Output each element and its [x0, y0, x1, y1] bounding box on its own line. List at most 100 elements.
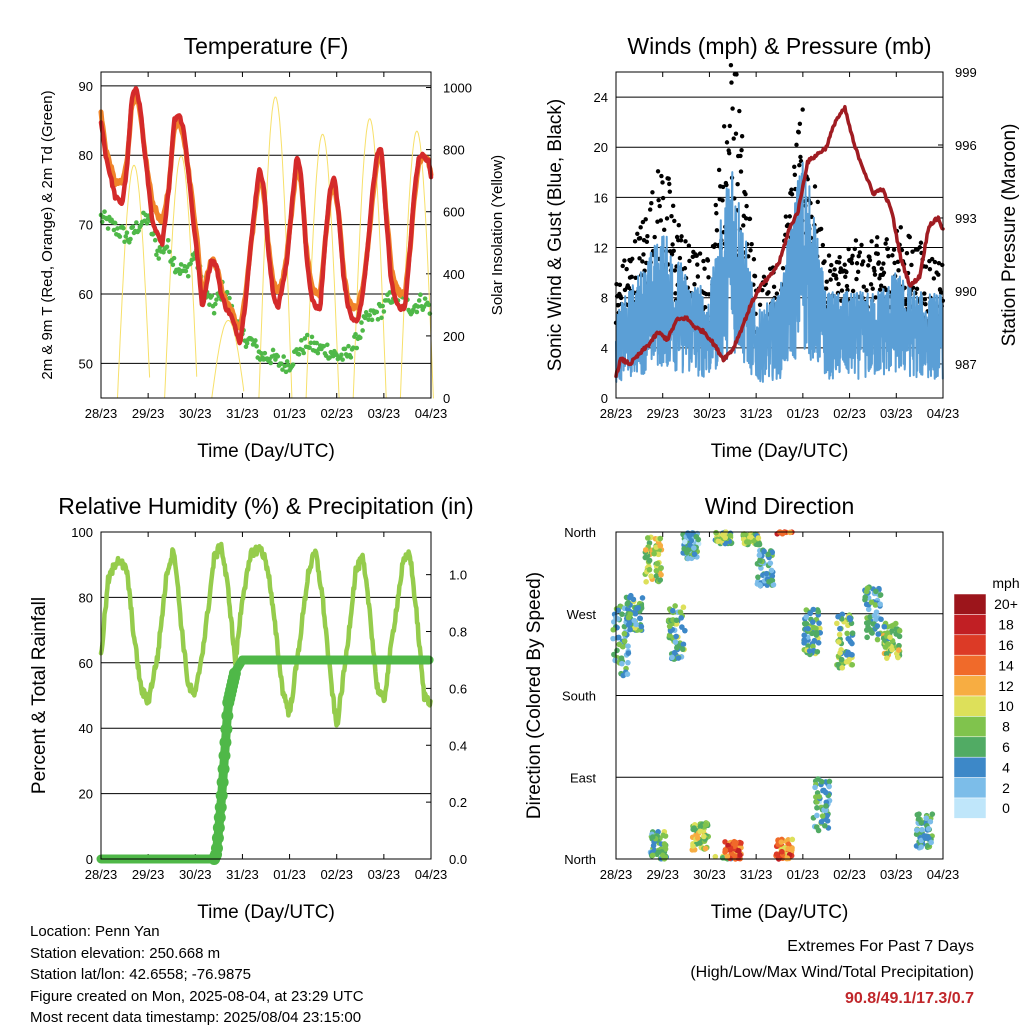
winds-pressure-panel: Winds (mph) & Pressure (mb) Time (Day/UTC…: [545, 33, 1020, 462]
dewpoint-point: [315, 350, 321, 356]
x-tick-label: 04/23: [415, 867, 448, 882]
wind-direction-point: [835, 613, 841, 620]
dewpoint-point: [253, 338, 258, 343]
gust-point: [724, 182, 729, 188]
gust-point: [650, 190, 655, 195]
wind-direction-point: [785, 845, 791, 852]
gust-point: [695, 274, 701, 279]
wind-direction-point: [919, 826, 925, 833]
y-tick-label: 16: [594, 190, 608, 205]
gust-point: [907, 234, 912, 240]
gust-point: [881, 261, 886, 266]
gust-point: [697, 251, 703, 256]
dewpoint-point: [340, 357, 345, 362]
gust-point: [857, 250, 863, 255]
temperature-2m-line: [98, 86, 434, 346]
x-tick-label: 01/23: [787, 867, 820, 882]
dewpoint-point: [270, 347, 276, 353]
gust-point: [774, 291, 780, 296]
wind-direction-point: [627, 611, 634, 617]
gust-point: [729, 80, 734, 85]
gust-point: [937, 287, 943, 292]
wind-direction-point: [649, 834, 656, 840]
wind-direction-point: [821, 787, 827, 794]
dewpoint-point: [156, 256, 162, 261]
dewpoint-point: [143, 212, 149, 218]
gust-point: [679, 234, 684, 239]
wind-direction-point: [895, 654, 901, 661]
gust-point: [721, 124, 727, 129]
y-tick-label: 80: [79, 148, 93, 163]
gust-point: [853, 238, 859, 243]
x-tick-label: 29/23: [132, 867, 165, 882]
gust-point: [702, 305, 708, 310]
wind-direction-point: [785, 837, 792, 843]
gust-point: [655, 219, 660, 224]
gust-point: [640, 219, 646, 225]
latlon-text: Station lat/lon: 42.6558; -76.9875: [30, 966, 252, 983]
y-tick-label: 100: [71, 525, 93, 540]
gust-point: [800, 107, 805, 112]
gust-point: [622, 258, 627, 263]
dewpoint-point: [128, 236, 133, 242]
dewpoint-point: [369, 317, 375, 323]
gust-point: [692, 282, 697, 287]
precipitation-point: [210, 842, 223, 855]
y-axis-label: Percent & Total Rainfall: [29, 597, 50, 794]
gust-point: [727, 123, 732, 129]
gust-point: [676, 223, 681, 228]
wind-direction-point: [819, 813, 826, 819]
dewpoint-point: [354, 345, 360, 351]
dewpoint-point: [296, 352, 302, 357]
y-tick-label: East: [570, 770, 596, 785]
gust-point: [713, 202, 718, 208]
wind-direction-point: [761, 548, 767, 555]
y-tick-label: 90: [79, 79, 93, 94]
wind-direction-point: [812, 784, 818, 791]
gust-point: [909, 262, 914, 268]
gust-point: [834, 276, 839, 281]
dewpoint-point: [359, 320, 364, 325]
wind-direction-point: [690, 843, 696, 849]
y-tick-label: 0: [601, 391, 608, 406]
wind-direction-point: [889, 628, 895, 634]
gust-point: [809, 214, 814, 220]
y-right-tick-label: 990: [955, 284, 977, 299]
wind-direction-point: [625, 643, 631, 649]
wind-direction-point: [624, 671, 631, 677]
gust-point: [843, 274, 848, 279]
wind-direction-point: [836, 639, 842, 645]
wind-direction-point: [621, 630, 628, 637]
gust-point: [856, 254, 861, 259]
dewpoint-point: [380, 303, 385, 309]
gust-point: [656, 197, 661, 203]
wind-direction-point: [697, 828, 703, 835]
gust-point: [637, 256, 642, 261]
gust-point: [876, 260, 882, 265]
dewpoint-point: [309, 334, 315, 340]
wind-direction-point: [618, 655, 625, 661]
wind-direction-point: [644, 535, 651, 541]
dewpoint-point: [117, 234, 123, 239]
recent-timestamp-text: Most recent data timestamp: 2025/08/04 2…: [30, 1009, 362, 1026]
gust-point: [927, 266, 933, 272]
wind-direction-point: [814, 812, 820, 819]
wind-direction-point: [878, 616, 884, 623]
gust-point: [620, 263, 625, 269]
wind-direction-point: [669, 654, 675, 661]
dewpoint-point: [299, 338, 304, 343]
dewpoint-point: [154, 252, 159, 258]
wind-direction-point: [925, 825, 932, 832]
wind-direction-point: [837, 625, 843, 632]
y-right-tick-label: 0.0: [449, 852, 467, 867]
precipitation-point: [220, 723, 233, 736]
wind-direction-point: [727, 532, 734, 539]
wind-direction-point: [839, 664, 846, 671]
wind-direction-point: [610, 626, 617, 633]
gust-point: [743, 191, 748, 197]
wind-direction-point: [810, 606, 817, 613]
gust-point: [706, 275, 711, 280]
dewpoint-point: [254, 343, 259, 349]
y-axis-label: Sonic Wind & Gust (Blue, Black): [545, 99, 566, 371]
wind-direction-point: [620, 672, 627, 679]
